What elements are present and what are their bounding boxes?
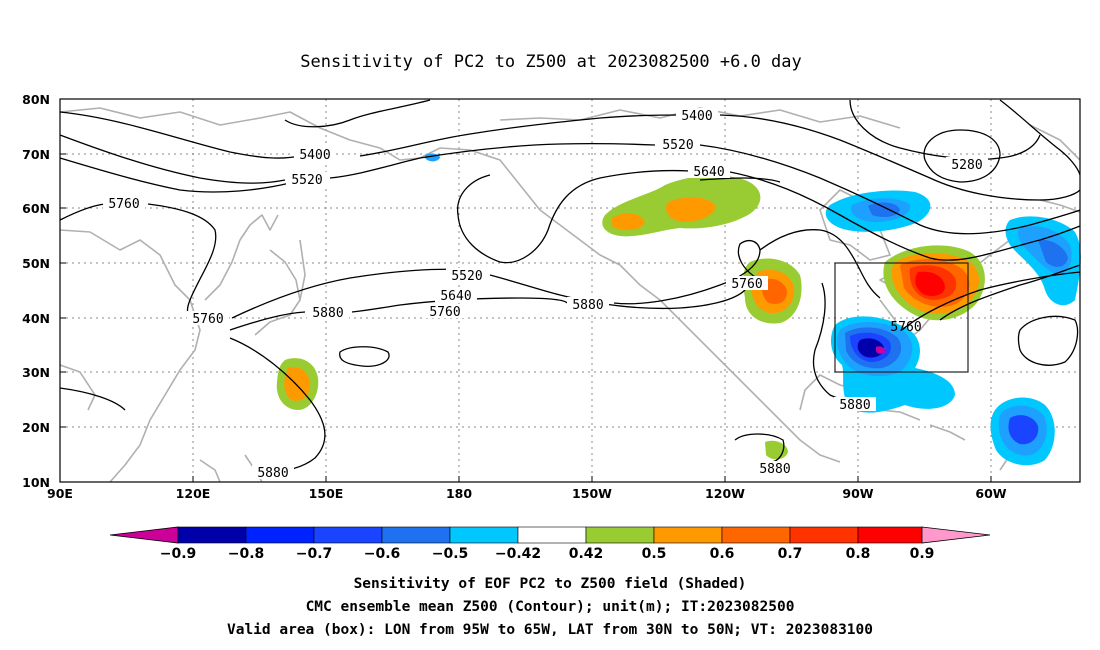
colorbar-segment — [245, 526, 315, 544]
lat-label: 70N — [22, 147, 50, 162]
chart-title: Sensitivity of PC2 to Z500 at 2023082500… — [300, 52, 802, 72]
colorbar: −0.9 −0.8 −0.7 −0.6 −0.5 −0.42 0.42 0.5 … — [109, 526, 991, 562]
colorbar-label: 0.5 — [642, 546, 667, 562]
colorbar-segment — [585, 526, 655, 544]
colorbar-label: −0.5 — [432, 546, 469, 562]
contour-label: 5880 — [257, 466, 288, 481]
lat-label: 60N — [22, 201, 50, 216]
colorbar-segment — [313, 526, 383, 544]
z500-contours — [59, 99, 1081, 473]
contour-labels: 5400 5400 5520 5520 5640 5760 5280 5520 … — [103, 108, 988, 481]
colorbar-label: −0.8 — [228, 546, 265, 562]
contour-label: 5520 — [662, 138, 693, 153]
map-frame — [59, 98, 1081, 483]
colorbar-segment — [721, 526, 791, 544]
contour-label: 5400 — [299, 148, 330, 163]
lon-label: 60W — [975, 486, 1006, 501]
sensitivity-shading — [276, 153, 1081, 466]
contour-label: 5880 — [572, 298, 603, 313]
contour-label: 5400 — [681, 109, 712, 124]
caption-line-2: CMC ensemble mean Z500 (Contour); unit(m… — [306, 599, 795, 615]
colorbar-label: −0.42 — [495, 546, 541, 562]
contour-label: 5880 — [839, 398, 870, 413]
lat-label: 30N — [22, 365, 50, 380]
colorbar-label: 0.42 — [569, 546, 604, 562]
lon-label: 150E — [309, 486, 344, 501]
contour-label: 5760 — [429, 305, 460, 320]
colorbar-label: −0.9 — [160, 546, 197, 562]
lat-axis-labels: 80N 70N 60N 50N 40N 30N 20N 10N — [22, 92, 50, 490]
lon-label: 90W — [842, 486, 873, 501]
lon-label: 150W — [572, 486, 612, 501]
colorbar-arrow-left — [109, 526, 179, 544]
colorbar-arrow-right — [921, 526, 991, 544]
map-panel: 5400 5400 5520 5520 5640 5760 5280 5520 … — [59, 98, 1081, 483]
lat-label: 80N — [22, 92, 50, 107]
colorbar-label: 0.9 — [910, 546, 935, 562]
colorbar-segment — [857, 526, 923, 544]
colorbar-label: −0.7 — [296, 546, 333, 562]
lon-axis-labels: 90E 120E 150E 180 150W 120W 90W 60W — [47, 486, 1007, 501]
lat-label: 50N — [22, 256, 50, 271]
colorbar-segment — [449, 526, 519, 544]
lon-label: 120E — [176, 486, 211, 501]
colorbar-label: 0.7 — [778, 546, 803, 562]
lon-label: 180 — [446, 486, 472, 501]
contour-label: 5760 — [731, 277, 762, 292]
contour-label: 5520 — [451, 269, 482, 284]
colorbar-segment — [381, 526, 451, 544]
colorbar-segment — [789, 526, 859, 544]
contour-label: 5760 — [890, 320, 921, 335]
colorbar-label: 0.8 — [846, 546, 871, 562]
caption-line-3: Valid area (box): LON from 95W to 65W, L… — [227, 622, 873, 638]
colorbar-segment — [653, 526, 723, 544]
valid-area-box — [834, 262, 969, 373]
contour-label: 5880 — [759, 462, 790, 477]
colorbar-label: −0.6 — [364, 546, 401, 562]
lat-label: 20N — [22, 420, 50, 435]
colorbar-segment — [177, 526, 247, 544]
colorbar-segment — [517, 526, 587, 544]
contour-label: 5640 — [440, 289, 471, 304]
lat-label: 10N — [22, 475, 50, 490]
lat-label: 40N — [22, 311, 50, 326]
contour-label: 5520 — [291, 173, 322, 188]
map-gridlines — [60, 99, 1080, 482]
contour-label: 5760 — [192, 312, 223, 327]
contour-label: 5640 — [693, 165, 724, 180]
lon-label: 120W — [705, 486, 745, 501]
contour-label: 5760 — [108, 197, 139, 212]
colorbar-label: 0.6 — [710, 546, 735, 562]
lon-label: 90E — [47, 486, 73, 501]
caption-line-1: Sensitivity of EOF PC2 to Z500 field (Sh… — [354, 576, 747, 592]
contour-label: 5280 — [951, 158, 982, 173]
contour-label: 5880 — [312, 306, 343, 321]
